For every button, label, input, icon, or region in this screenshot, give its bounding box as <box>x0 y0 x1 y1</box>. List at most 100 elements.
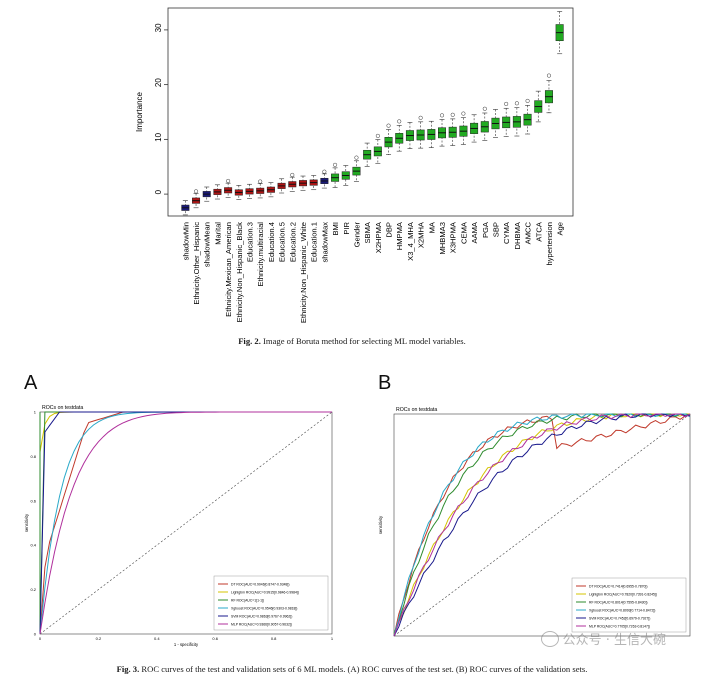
box-outlier <box>514 101 519 106</box>
roc-panel-a: ROCs on testdata sensitivity 1 - specifici… <box>24 405 334 647</box>
roc-curve-5 <box>393 413 691 637</box>
legend-label: DT ROC(AUC=0.9046[0.8747-0.9348]) <box>231 583 289 587</box>
fig2-caption-text: Image of Boruta method for selecting ML … <box>263 336 466 346</box>
box-outlier <box>226 178 231 184</box>
box-outlier <box>450 112 455 117</box>
x-tick-label: PGA <box>481 221 490 238</box>
x-tick-label: AMCC <box>524 221 533 244</box>
box-outlier <box>461 111 466 116</box>
x-tick-label: Age <box>556 222 565 236</box>
fig3-caption: Fig. 3. ROC curves of the test and valid… <box>0 664 704 674</box>
box-outlier <box>354 155 359 160</box>
roc-title: ROCs on testdata <box>396 407 437 413</box>
y-tick-label: 30 <box>154 23 163 32</box>
x-tick-label: DBP <box>385 222 394 238</box>
x-tick-label: hypertension <box>545 222 554 265</box>
x-tick-label: Ethnicity.Non_Hispanic_Black <box>235 222 244 323</box>
roc-x-tick: 0.8 <box>271 636 277 641</box>
plot-frame <box>167 7 574 217</box>
roc-x-tick: 0.4 <box>154 636 160 641</box>
x-tick-label: Ethnicity.Mexican_American <box>224 222 233 317</box>
roc-x-tick: 0.6 <box>212 636 218 641</box>
x-tick-label: shadowMax <box>320 222 329 263</box>
roc-x-tick: 1 <box>331 636 334 641</box>
box-outlier <box>546 73 552 78</box>
fig3-caption-label: Fig. 3. <box>116 664 140 674</box>
fig2-caption: Fig. 2. Image of Boruta method for selec… <box>0 336 704 346</box>
box-outlier <box>418 115 423 120</box>
box-outlier <box>193 189 199 194</box>
x-tick-label: shadowMin <box>181 222 190 260</box>
y-tick-label: 0 <box>154 189 163 194</box>
x-tick-label: Gender <box>352 222 361 248</box>
x-tick-label: X2HPMA <box>374 221 383 253</box>
roc-y-tick: 0.2 <box>30 587 36 592</box>
legend-label: RF ROC(AUC=1[1-1]) <box>231 599 264 603</box>
x-tick-label: Education.3 <box>246 222 255 262</box>
legend-label: Lightgbm ROC(AUC=0.9915[0.9846-0.9984]) <box>231 591 299 595</box>
roc-title: ROCs on testdata <box>42 405 83 411</box>
panel-b-letter: B <box>378 372 392 394</box>
box-outlier <box>375 133 380 138</box>
roc-diagonal <box>39 411 333 635</box>
legend-label: MLP ROC(AUC=0.9366[0.9057-0.9632]) <box>231 623 292 627</box>
roc-y-tick: 1 <box>34 410 37 415</box>
roc-curve-0 <box>393 413 691 637</box>
legend-label: Xgboost ROC(AUC=0.9546[0.9303-0.9818]) <box>231 607 297 611</box>
legend-label: Lightgbm ROC(AUC=0.7820[0.7391-0.8245]) <box>589 593 657 597</box>
y-axis-label: Importance <box>135 91 144 132</box>
x-tick-label: MHBMA3 <box>438 222 447 255</box>
box-outlier <box>322 169 327 174</box>
wechat-icon <box>540 630 559 647</box>
box-outlier <box>439 113 445 118</box>
x-tick-label: MA <box>427 221 436 233</box>
watermark-text: 公众号 · 生信大碗 <box>562 633 666 648</box>
panel-a-letter: A <box>24 372 38 394</box>
box-outlier <box>333 162 338 167</box>
roc-x-tick: 0 <box>39 636 42 641</box>
fig3-caption-text: ROC curves of the test and validation se… <box>141 664 588 674</box>
roc-y-tick: 0 <box>34 632 37 637</box>
legend-label: SVM ROC(AUC=0.7452[0.6979-0.7927]) <box>589 617 650 621</box>
x-tick-label: Education.2 <box>288 222 297 262</box>
x-tick-label: CEMA <box>459 221 468 244</box>
x-tick-label: Ethnicity.Non_Hispanic_White <box>299 222 308 323</box>
roc-y-tick: 0.6 <box>30 498 36 503</box>
roc-y-tick: 0.4 <box>30 543 36 548</box>
boruta-chart: 0 10 20 30 Importance shadowMin Ethnicity.Othe… <box>135 7 574 323</box>
x-tick-label: Education.5 <box>278 222 287 262</box>
roc-y-tick: 0.8 <box>30 454 36 459</box>
roc-y-label: sensitivity <box>24 513 29 532</box>
box-outlier <box>482 106 487 111</box>
roc-legend <box>571 577 687 633</box>
x-tick-label: SBP <box>491 222 500 237</box>
roc-legend <box>213 575 329 631</box>
box-outlier <box>504 101 509 106</box>
x-tick-label: Marital <box>213 222 222 245</box>
y-tick-label: 20 <box>154 78 163 87</box>
roc-x-tick: 0.2 <box>96 636 102 641</box>
watermark: 公众号 · 生信大碗 <box>540 629 666 648</box>
legend-label: MLP ROC(AUC=0.7705[0.7263-0.8147]) <box>589 625 650 629</box>
roc-y-label: sensitivity <box>378 515 383 534</box>
box-outlier <box>397 119 402 124</box>
roc-diagonal <box>393 413 691 637</box>
y-tick-label: 10 <box>154 132 163 141</box>
x-tick-label: DHBMA <box>513 221 522 249</box>
x-tick-label: Education.4 <box>267 222 276 262</box>
x-tick-label: PIR <box>342 221 351 234</box>
legend-label: DT ROC(AUC=0.7414[0.6955-0.7870]) <box>589 585 647 589</box>
x-tick-label: HMPMA <box>395 221 404 250</box>
box-outlier <box>290 172 295 177</box>
roc-panel-b: ROCs on testdata sensitivity DT ROC(AUC=0.… <box>378 407 691 637</box>
x-tick-label: ATCA <box>534 221 543 242</box>
x-tick-label: AAMA <box>470 221 479 243</box>
roc-x-label: 1 - specificity <box>174 642 199 647</box>
x-tick-label: shadowMean <box>203 222 212 267</box>
x-tick-label: CYMA <box>502 221 511 244</box>
legend-label: Xgboost ROC(AUC=0.8093[0.7714-0.8472]) <box>589 609 655 613</box>
x-tick-label: SBMA <box>363 221 372 243</box>
legend-label: SVM ROC(AUC=0.9863[0.9767-0.9962]) <box>231 615 292 619</box>
box-outlier <box>525 98 530 103</box>
box-outlier <box>258 179 263 184</box>
